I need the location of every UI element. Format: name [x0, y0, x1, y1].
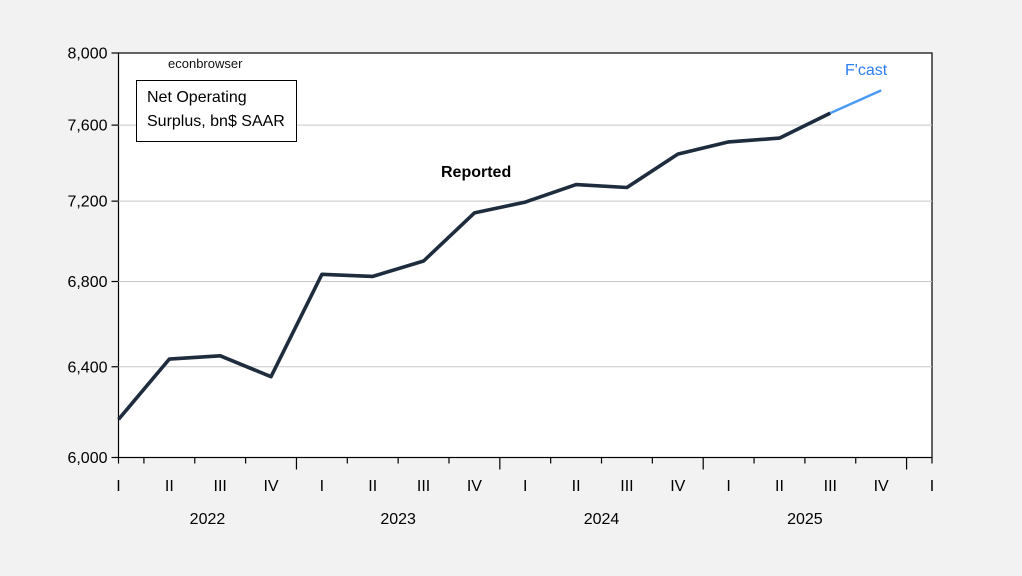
x-tick-label: III — [824, 478, 837, 495]
x-year-label: 2022 — [190, 511, 226, 528]
econbrowser-watermark: econbrowser — [168, 56, 243, 71]
x-tick-label: I — [116, 478, 120, 495]
chart-title-line1: Net Operating — [147, 89, 247, 106]
reported-series-label: Reported — [441, 164, 512, 181]
x-tick-label: IV — [874, 478, 889, 495]
x-year-label: 2024 — [584, 511, 620, 528]
x-tick-label: I — [523, 478, 527, 495]
x-year-label: 2023 — [380, 511, 416, 528]
chart-title-box: Net Operating Surplus, bn$ SAAR — [136, 80, 297, 142]
x-tick-label: III — [417, 478, 430, 495]
y-tick-label: 6,000 — [67, 450, 107, 467]
reported-line — [117, 111, 832, 421]
chart-title-line2: Surplus, bn$ SAAR — [147, 113, 285, 130]
x-tick-label: II — [368, 478, 377, 495]
y-tick-label: 7,200 — [67, 194, 107, 211]
x-tick-label: II — [165, 478, 174, 495]
y-tick-label: 8,000 — [67, 46, 107, 63]
y-tick-label: 6,400 — [67, 359, 107, 376]
forecast-line — [829, 89, 882, 115]
x-tick-label: II — [775, 478, 784, 495]
x-tick-label: III — [620, 478, 633, 495]
x-tick-label: II — [572, 478, 581, 495]
x-tick-label: I — [726, 478, 730, 495]
x-tick-label: IV — [263, 478, 278, 495]
x-tick-label: I — [930, 478, 934, 495]
y-tick-label: 7,600 — [67, 118, 107, 135]
x-tick-label: III — [214, 478, 227, 495]
x-tick-label: I — [320, 478, 324, 495]
y-tick-label: 6,800 — [67, 274, 107, 291]
x-year-label: 2025 — [787, 511, 823, 528]
x-tick-label: IV — [467, 478, 482, 495]
forecast-series-label: F'cast — [845, 62, 888, 79]
x-tick-label: IV — [670, 478, 685, 495]
